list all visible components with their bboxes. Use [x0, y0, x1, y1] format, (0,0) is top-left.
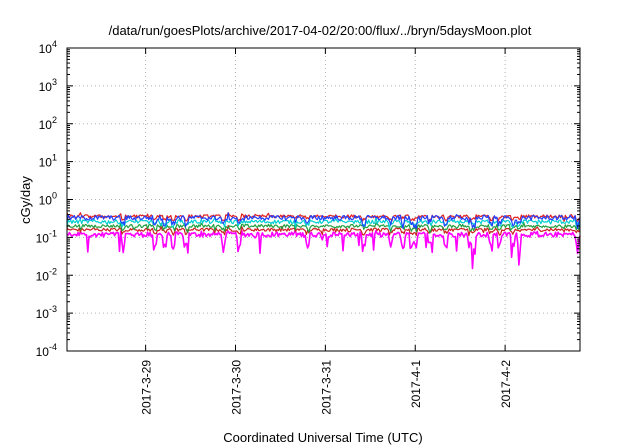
x-tick-label: 2017-3-29	[140, 360, 154, 415]
y-tick-label: 102	[39, 115, 57, 132]
grid	[67, 48, 580, 351]
y-tick-label: 104	[39, 39, 57, 56]
series-line-4	[66, 216, 581, 230]
y-tick-label: 101	[39, 153, 57, 170]
series-group	[66, 212, 581, 270]
x-tick-label: 2017-3-30	[230, 360, 244, 415]
x-axis: 2017-3-29 2017-3-30 2017-3-31 2017-4-1 2017-…	[140, 48, 513, 415]
y-axis-label: cGy/day	[18, 176, 33, 224]
series-line-6	[66, 212, 581, 230]
y-axis: 10-4 10-3 10-2 10-1 100 101 102 103 104	[36, 39, 580, 359]
series-line-3	[66, 222, 581, 234]
x-tick-label: 2017-3-31	[319, 360, 333, 415]
y-tick-label: 10-4	[36, 342, 57, 359]
y-tick-label: 103	[39, 77, 57, 94]
series-line-2	[66, 224, 581, 237]
series-line-1	[66, 228, 581, 270]
chart-title: /data/run/goesPlots/archive/2017-04-02/2…	[109, 23, 532, 38]
y-tick-label: 10-1	[36, 228, 57, 245]
x-tick-label: 2017-4-1	[409, 360, 423, 408]
y-tick-label: 10-2	[36, 266, 57, 283]
y-tick-label: 10-3	[36, 304, 57, 321]
x-tick-label: 2017-4-2	[499, 360, 513, 408]
y-tick-label: 100	[39, 191, 57, 208]
x-axis-label: Coordinated Universal Time (UTC)	[223, 430, 422, 445]
